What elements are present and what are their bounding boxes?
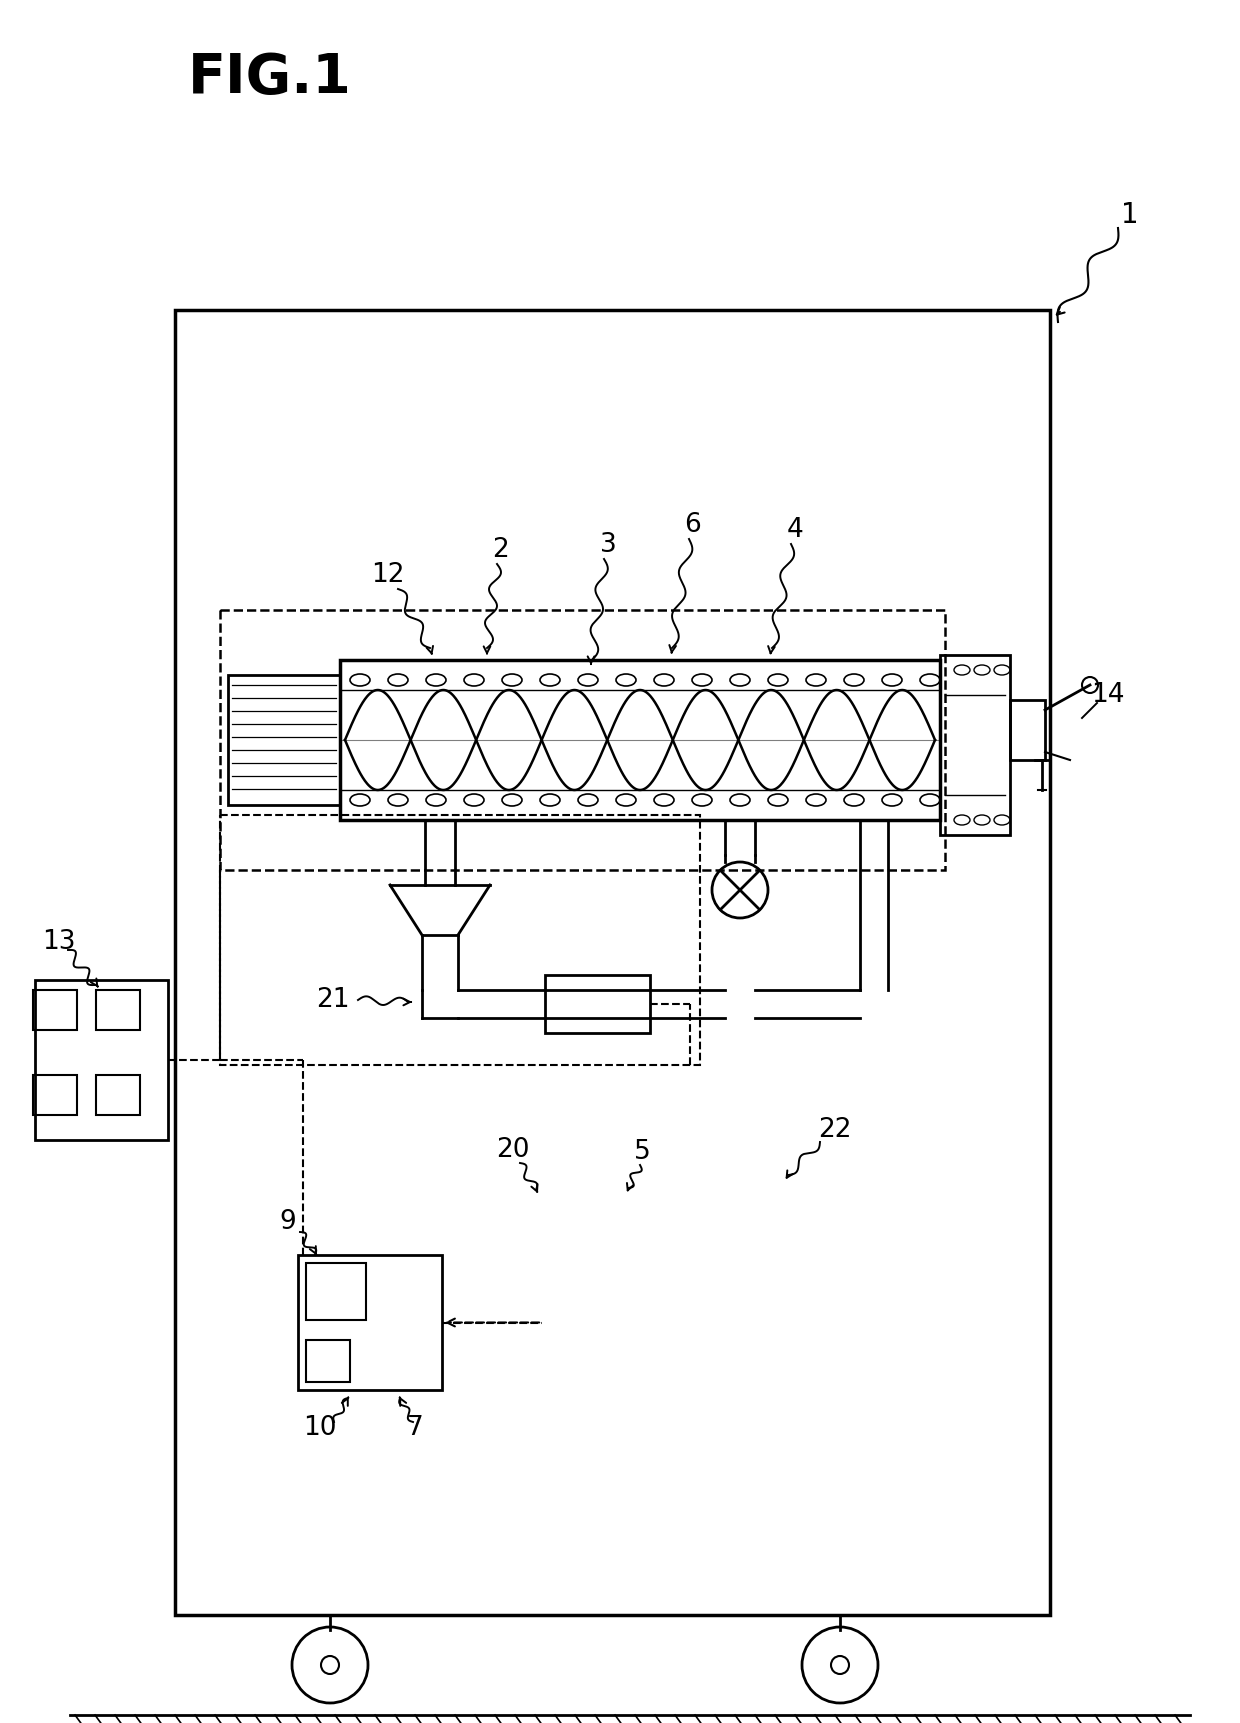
Text: 6: 6 — [684, 512, 702, 538]
Text: 20: 20 — [496, 1137, 529, 1163]
Text: 14: 14 — [1091, 682, 1125, 708]
Text: 9: 9 — [280, 1210, 296, 1235]
Text: 21: 21 — [316, 987, 350, 1013]
Text: 10: 10 — [304, 1415, 337, 1440]
Text: 5: 5 — [634, 1139, 650, 1165]
Text: 7: 7 — [407, 1415, 423, 1440]
Text: FIG.1: FIG.1 — [188, 52, 352, 105]
Text: 1: 1 — [1121, 202, 1138, 229]
Text: 13: 13 — [42, 929, 76, 955]
Text: 3: 3 — [600, 532, 616, 558]
Text: 2: 2 — [491, 538, 508, 563]
Text: 4: 4 — [786, 517, 804, 543]
Text: 12: 12 — [371, 562, 404, 588]
Text: 22: 22 — [818, 1117, 852, 1142]
